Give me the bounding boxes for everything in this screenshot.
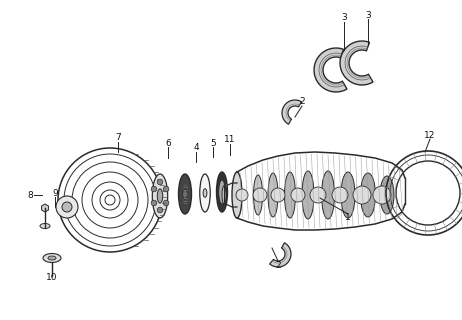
Text: 6: 6 xyxy=(165,139,171,148)
Polygon shape xyxy=(314,48,347,92)
Circle shape xyxy=(157,207,163,213)
Ellipse shape xyxy=(40,223,50,228)
Circle shape xyxy=(163,200,169,206)
Text: 2: 2 xyxy=(275,260,281,269)
Polygon shape xyxy=(340,41,373,85)
Text: 7: 7 xyxy=(115,133,121,142)
Ellipse shape xyxy=(219,180,225,204)
Text: 3: 3 xyxy=(341,13,347,22)
Ellipse shape xyxy=(360,173,376,217)
Text: 10: 10 xyxy=(46,274,58,283)
Circle shape xyxy=(353,186,371,204)
Ellipse shape xyxy=(200,174,210,212)
Ellipse shape xyxy=(43,253,61,262)
Circle shape xyxy=(62,202,72,212)
Polygon shape xyxy=(42,204,49,212)
Ellipse shape xyxy=(341,172,355,218)
Circle shape xyxy=(151,200,157,206)
Ellipse shape xyxy=(157,189,163,203)
Circle shape xyxy=(163,186,169,192)
Ellipse shape xyxy=(222,186,226,204)
Text: 1: 1 xyxy=(345,213,351,222)
Text: 2: 2 xyxy=(299,98,305,107)
Text: 3: 3 xyxy=(365,11,371,20)
Text: 9: 9 xyxy=(52,188,58,197)
Text: 4: 4 xyxy=(193,143,199,153)
Ellipse shape xyxy=(217,172,227,212)
Polygon shape xyxy=(282,100,302,124)
Ellipse shape xyxy=(203,189,207,197)
Text: 11: 11 xyxy=(224,135,236,145)
Ellipse shape xyxy=(178,174,192,214)
Text: 5: 5 xyxy=(210,139,216,148)
Ellipse shape xyxy=(268,173,278,217)
Circle shape xyxy=(151,186,157,192)
Circle shape xyxy=(332,187,348,203)
Ellipse shape xyxy=(322,171,334,219)
Circle shape xyxy=(271,188,285,202)
Text: 12: 12 xyxy=(424,131,436,140)
Ellipse shape xyxy=(232,172,242,218)
Circle shape xyxy=(291,188,305,202)
Ellipse shape xyxy=(380,176,394,214)
Circle shape xyxy=(310,187,326,203)
Ellipse shape xyxy=(183,189,187,199)
Polygon shape xyxy=(270,243,291,267)
Text: 8: 8 xyxy=(27,190,33,199)
Circle shape xyxy=(157,179,163,185)
Circle shape xyxy=(56,196,78,218)
Ellipse shape xyxy=(254,175,262,215)
Circle shape xyxy=(236,189,248,201)
Circle shape xyxy=(253,188,267,202)
Ellipse shape xyxy=(152,174,168,218)
Ellipse shape xyxy=(48,256,56,260)
Ellipse shape xyxy=(285,172,296,218)
Ellipse shape xyxy=(302,171,314,219)
Circle shape xyxy=(373,186,391,204)
